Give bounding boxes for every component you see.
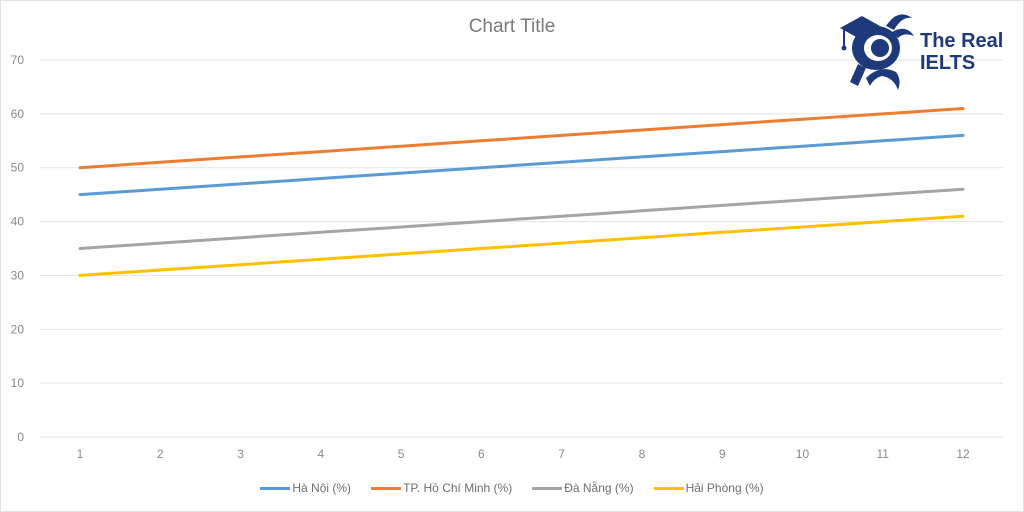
owl-mascot-icon xyxy=(840,14,914,90)
x-tick-label: 8 xyxy=(639,447,646,461)
x-tick-label: 12 xyxy=(956,447,970,461)
y-axis-ticks: 0 10 20 30 40 50 60 70 xyxy=(11,53,25,444)
gridlines xyxy=(40,59,1003,438)
y-tick-label: 70 xyxy=(11,53,25,67)
series-lines xyxy=(78,107,965,277)
x-tick-label: 3 xyxy=(237,447,244,461)
x-tick-label: 2 xyxy=(157,447,164,461)
legend-label: Hà Nội (%) xyxy=(292,481,352,495)
y-tick-label: 20 xyxy=(11,322,25,336)
series-line xyxy=(78,133,965,197)
y-tick-label: 60 xyxy=(11,107,25,121)
logo-text: The Real IELTS xyxy=(920,30,1003,74)
legend-swatch-icon xyxy=(532,486,563,490)
legend-label: Đà Nẵng (%) xyxy=(564,481,634,495)
series-line xyxy=(78,107,965,170)
series-line xyxy=(78,214,965,277)
legend-item: Hà Nội (%) xyxy=(260,481,351,495)
y-tick-label: 0 xyxy=(17,430,24,444)
legend-item: Đà Nẵng (%) xyxy=(532,481,634,495)
y-tick-label: 50 xyxy=(11,161,25,175)
x-tick-label: 7 xyxy=(558,447,565,461)
x-tick-label: 11 xyxy=(876,447,889,461)
legend-swatch-icon xyxy=(653,486,684,490)
x-tick-label: 1 xyxy=(77,447,84,461)
legend-item: Hải Phòng (%) xyxy=(653,481,764,495)
legend-item: TP. Hồ Chí Minh (%) xyxy=(371,481,512,495)
y-tick-label: 40 xyxy=(11,215,25,229)
chart-title: Chart Title xyxy=(468,16,556,37)
legend-swatch-icon xyxy=(260,486,291,490)
y-tick-label: 10 xyxy=(11,376,25,390)
legend-label: TP. Hồ Chí Minh (%) xyxy=(403,481,513,495)
legend-swatch-icon xyxy=(371,486,402,490)
x-tick-label: 5 xyxy=(398,447,405,461)
x-tick-label: 9 xyxy=(719,447,726,461)
x-tick-label: 10 xyxy=(796,447,810,461)
series-line xyxy=(78,187,965,250)
y-tick-label: 30 xyxy=(11,268,25,282)
legend-label: Hải Phòng (%) xyxy=(685,481,764,495)
x-axis-ticks: 1 2 3 4 5 6 7 8 9 10 11 12 xyxy=(77,447,970,461)
x-tick-label: 6 xyxy=(478,447,485,461)
x-tick-label: 4 xyxy=(317,447,324,461)
logo-line-1: The Real xyxy=(920,30,1004,52)
logo-line-2: IELTS xyxy=(920,52,976,74)
brand-logo: The Real IELTS xyxy=(836,8,1021,92)
legend: Hà Nội (%) TP. Hồ Chí Minh (%) Đà Nẵng (%)… xyxy=(0,481,1024,495)
